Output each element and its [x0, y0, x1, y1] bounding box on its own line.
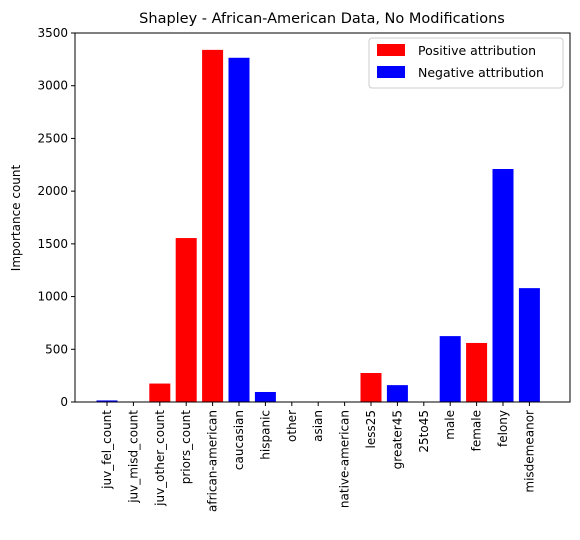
bar-female: [466, 342, 488, 402]
x-tick-label: misdemeanor: [522, 410, 536, 493]
bar-male: [439, 336, 461, 402]
x-tick-label: native-american: [338, 410, 352, 508]
bar-juv_fel_count: [96, 400, 118, 402]
y-tick-label: 2500: [37, 131, 68, 145]
legend-box: [368, 37, 564, 89]
y-tick-label: 3000: [37, 79, 68, 93]
plot-frame: [74, 32, 571, 403]
legend-label-positive: Positive attribution: [418, 43, 536, 58]
x-tick-label: greater45: [390, 410, 404, 469]
y-axis-label: Importance count: [9, 164, 23, 271]
bar-juv_other_count: [149, 383, 171, 402]
bar-caucasian: [228, 57, 250, 402]
x-tick-label: caucasian: [232, 410, 246, 470]
x-tick-label: juv_fel_count: [100, 410, 114, 490]
x-tick-label: african-american: [206, 410, 220, 512]
legend: Positive attribution Negative attributio…: [368, 37, 564, 89]
y-tick-label: 1500: [37, 237, 68, 251]
bar-misdemeanor: [518, 288, 540, 402]
bar-less25: [360, 373, 382, 402]
x-tick-label: other: [285, 410, 299, 442]
chart-title: Shapley - African-American Data, No Modi…: [139, 11, 505, 27]
y-tick-label: 3500: [37, 26, 68, 40]
x-tick-label: male: [443, 410, 457, 440]
bar-african-american: [202, 49, 224, 403]
y-axis: 0 500 1000 1500 2000 2500 3000 3500: [37, 26, 75, 409]
x-tick-label: asian: [311, 410, 325, 442]
bar-felony: [492, 169, 514, 402]
x-tick-label: juv_other_count: [153, 410, 167, 507]
y-tick-label: 500: [45, 342, 68, 356]
legend-swatch-positive: [377, 44, 405, 56]
x-tick-label: felony: [496, 410, 510, 447]
y-tick-label: 0: [60, 395, 68, 409]
x-tick-label: female: [470, 410, 484, 451]
x-tick-label: 25to45: [417, 410, 431, 453]
bar-hispanic: [254, 391, 276, 402]
x-tick-label: priors_count: [179, 410, 193, 485]
legend-label-negative: Negative attribution: [418, 65, 544, 80]
bars-group: [96, 49, 540, 403]
legend-swatch-negative: [377, 66, 405, 78]
x-tick-label: hispanic: [258, 410, 272, 460]
bar-priors_count: [175, 238, 197, 402]
y-tick-label: 2000: [37, 184, 68, 198]
y-tick-label: 1000: [37, 290, 68, 304]
x-tick-label: juv_misd_count: [126, 410, 140, 504]
x-tick-label: less25: [364, 410, 378, 449]
x-axis: juv_fel_count juv_misd_count juv_other_cou…: [100, 402, 536, 512]
bar-greater45: [386, 385, 408, 402]
